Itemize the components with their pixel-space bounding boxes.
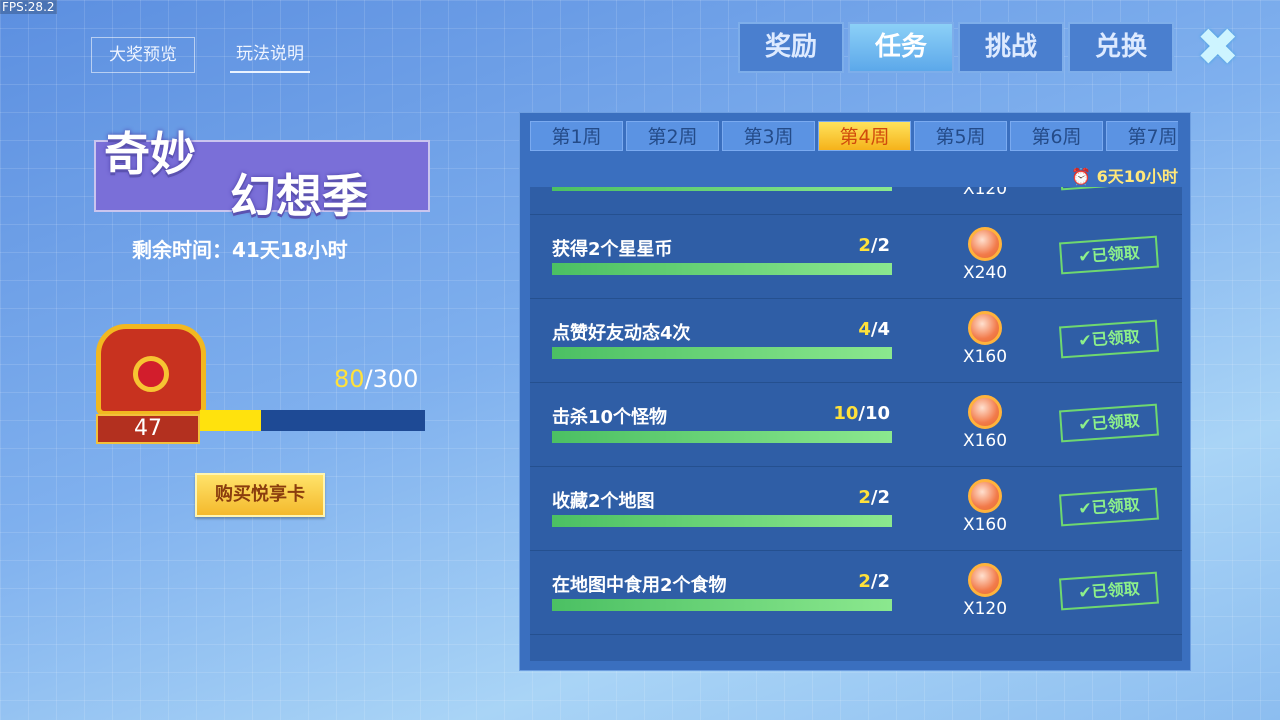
week-tab-7[interactable]: 第7周 [1106, 121, 1178, 151]
task-total: /2 [870, 487, 890, 508]
week-tab-6[interactable]: 第6周 [1010, 121, 1103, 151]
main-tabs: 奖励 任务 挑战 兑换 [738, 22, 1174, 73]
chest-progress-text: 80/300 [334, 365, 418, 393]
claimed-stamp: ✔已领取 [1059, 571, 1159, 611]
task-count: 2/2 [820, 235, 890, 256]
task-total: /2 [870, 235, 890, 256]
task-reward: X120 [962, 599, 1008, 619]
tab-challenge[interactable]: 挑战 [958, 22, 1064, 73]
task-count: 4/4 [820, 319, 890, 340]
task-name: 收藏2个地图 [552, 491, 655, 512]
claimed-stamp: ✔已领取 [1059, 487, 1159, 527]
progress-total: /300 [364, 365, 419, 393]
task-name: 在地图中食用2个食物 [552, 575, 727, 596]
coin-icon [968, 395, 1002, 429]
claimed-stamp: ✔已领取 [1059, 187, 1159, 191]
task-count: 2/2 [820, 571, 890, 592]
task-done: 4 [858, 319, 871, 340]
season-title-line2: 幻想季 [230, 169, 368, 223]
chest-level: 47 [96, 414, 200, 444]
coin-icon [968, 227, 1002, 261]
task-progress-bar [552, 187, 892, 191]
season-title-banner [94, 140, 430, 212]
task-name: 击杀10个怪物 [552, 407, 668, 428]
tab-tasks[interactable]: 任务 [848, 22, 954, 73]
week-timer-text: 6天10小时 [1096, 167, 1178, 186]
task-progress-bar [552, 347, 892, 359]
task-reward: X160 [962, 431, 1008, 451]
task-progress-bar [552, 263, 892, 275]
task-done: 2 [858, 571, 871, 592]
claimed-label: 已领取 [1091, 242, 1141, 266]
close-icon[interactable]: ✖ [1196, 18, 1240, 78]
alarm-clock-icon: ⏰ [1071, 167, 1092, 186]
task-done: 2 [858, 487, 871, 508]
claimed-stamp: ✔已领取 [1059, 235, 1159, 275]
season-title-line1: 奇妙 [104, 127, 196, 181]
chest-progress-fill [200, 410, 261, 431]
coin-icon [968, 479, 1002, 513]
task-done: 10 [833, 403, 859, 424]
season-remaining-time: 剩余时间：41天18小时 [132, 238, 348, 262]
task-progress-bar [552, 431, 892, 443]
fps-counter: FPS:28.2 [0, 0, 57, 14]
task-reward: X240 [962, 263, 1008, 283]
week-tab-2[interactable]: 第2周 [626, 121, 719, 151]
claimed-label: 已领取 [1091, 578, 1141, 602]
coin-icon [968, 563, 1002, 597]
task-progress-bar [552, 599, 892, 611]
claimed-label: 已领取 [1091, 494, 1141, 518]
task-row: 收藏2个地图 2/2 X160 ✔已领取 [530, 467, 1182, 551]
claimed-stamp: ✔已领取 [1059, 403, 1159, 443]
chest-progress-bar [200, 410, 425, 431]
task-row: 点赞好友动态4次 4/4 X160 ✔已领取 [530, 299, 1182, 383]
task-total: /4 [870, 319, 890, 340]
claimed-label: 已领取 [1091, 326, 1141, 350]
week-tab-1[interactable]: 第1周 [530, 121, 623, 151]
task-name: 获得2个星星币 [552, 239, 673, 260]
week-timer: ⏰ 6天10小时 [1071, 163, 1178, 187]
claimed-stamp: ✔已领取 [1059, 319, 1159, 359]
task-count: 10/10 [820, 403, 890, 424]
week-tab-3[interactable]: 第3周 [722, 121, 815, 151]
task-done: 2 [858, 235, 871, 256]
rules-button[interactable]: 玩法说明 [230, 37, 310, 73]
claimed-label: 已领取 [1091, 410, 1141, 434]
task-reward: X120 [962, 187, 1008, 199]
buy-pass-button[interactable]: 购买悦享卡 [195, 473, 325, 517]
task-name: 点赞好友动态4次 [552, 323, 691, 344]
task-reward: X160 [962, 347, 1008, 367]
prize-preview-button[interactable]: 大奖预览 [91, 37, 195, 73]
progress-current: 80 [334, 365, 365, 393]
week-tab-5[interactable]: 第5周 [914, 121, 1007, 151]
task-row: 击杀10个怪物 10/10 X160 ✔已领取 [530, 383, 1182, 467]
treasure-chest-icon[interactable] [88, 316, 212, 428]
task-row: 在地图中食用2个食物 2/2 X120 ✔已领取 [530, 551, 1182, 635]
week-tab-4[interactable]: 第4周 [818, 121, 911, 151]
coin-icon [968, 311, 1002, 345]
task-row: 获得2个星星币 2/2 X240 ✔已领取 [530, 215, 1182, 299]
task-total: /2 [870, 571, 890, 592]
task-row: 在家园中养殖2只动物 2/2 X120 ✔已领取 [530, 187, 1182, 215]
task-total: /10 [858, 403, 890, 424]
task-list[interactable]: 在家园中养殖2只动物 2/2 X120 ✔已领取获得2个星星币 2/2 X240… [530, 187, 1182, 661]
task-count: 2/2 [820, 487, 890, 508]
tab-exchange[interactable]: 兑换 [1068, 22, 1174, 73]
task-reward: X160 [962, 515, 1008, 535]
task-progress-bar [552, 515, 892, 527]
tab-rewards[interactable]: 奖励 [738, 22, 844, 73]
week-tabs: 第1周 第2周 第3周 第4周 第5周 第6周 第7周 [530, 121, 1178, 151]
